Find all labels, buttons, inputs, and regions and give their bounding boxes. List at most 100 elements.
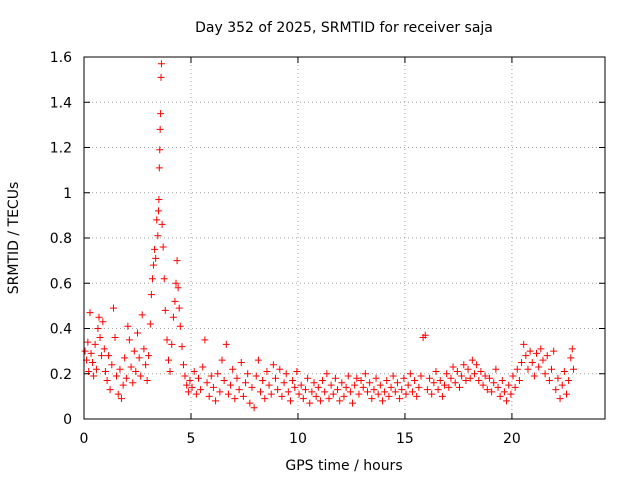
data-point (197, 386, 205, 394)
data-point (175, 304, 183, 312)
data-point (282, 370, 290, 378)
data-point (172, 279, 180, 287)
data-point (312, 392, 320, 400)
data-point (286, 397, 294, 405)
data-point (297, 381, 305, 389)
data-point (413, 392, 421, 400)
data-point (183, 381, 191, 389)
data-point (111, 334, 119, 342)
data-point (483, 386, 491, 394)
data-point (269, 361, 277, 369)
data-point (398, 386, 406, 394)
data-point (103, 377, 111, 385)
data-point (113, 372, 121, 380)
data-point (479, 381, 487, 389)
data-point (274, 386, 282, 394)
data-point (389, 372, 397, 380)
data-point (466, 374, 474, 382)
data-point (310, 379, 318, 387)
data-point (173, 257, 181, 265)
data-point (207, 372, 215, 380)
data-point (520, 340, 528, 348)
data-point (163, 336, 171, 344)
data-point (121, 354, 129, 362)
data-point (378, 397, 386, 405)
data-point (147, 291, 155, 299)
data-point (485, 374, 493, 382)
data-point (306, 399, 314, 407)
data-point (220, 377, 228, 385)
data-point (548, 365, 556, 373)
data-point (528, 358, 536, 366)
data-point (331, 374, 339, 382)
data-point (179, 361, 187, 369)
y-tick-label: 0.8 (50, 231, 72, 247)
data-point (374, 390, 382, 398)
data-point (565, 377, 573, 385)
x-tick-label: 10 (289, 431, 307, 447)
data-point (316, 397, 324, 405)
data-point (117, 395, 125, 403)
data-point (441, 381, 449, 389)
data-point (325, 395, 333, 403)
data-point (271, 374, 279, 382)
data-point (90, 372, 98, 380)
data-point (168, 340, 176, 348)
data-point (81, 347, 89, 355)
y-tick-label: 0.4 (50, 322, 72, 338)
data-point (434, 386, 442, 394)
y-tick-label: 0.2 (50, 367, 72, 383)
y-tick-label: 1.4 (50, 95, 72, 111)
data-point (396, 395, 404, 403)
axis-ticks: 0 0.2 0.4 0.6 0.8 1 1.2 1.4 1.6 0 5 10 15 20 (50, 50, 605, 447)
data-point (453, 367, 461, 375)
data-point (511, 383, 519, 391)
data-point (135, 354, 143, 362)
y-tick-label: 0.6 (50, 276, 72, 292)
data-point (393, 379, 401, 387)
data-point (477, 367, 485, 375)
data-point (201, 336, 209, 344)
data-point (537, 345, 545, 353)
data-point (178, 343, 186, 351)
data-point (158, 220, 166, 228)
data-point (417, 372, 425, 380)
data-point (366, 379, 374, 387)
data-point (355, 390, 363, 398)
y-tick-label: 1.6 (50, 50, 72, 66)
data-point (146, 320, 154, 328)
data-point (430, 379, 438, 387)
data-point (351, 381, 359, 389)
data-point (458, 372, 466, 380)
data-point (329, 390, 337, 398)
data-point (137, 372, 145, 380)
data-point (157, 110, 165, 118)
data-point (445, 383, 453, 391)
x-tick-label: 5 (187, 431, 196, 447)
data-point (299, 395, 307, 403)
data-point (494, 383, 502, 391)
data-point (475, 377, 483, 385)
data-point (224, 390, 232, 398)
data-point (110, 304, 118, 312)
data-point (140, 345, 148, 353)
data-point (361, 370, 369, 378)
data-point (138, 311, 146, 319)
data-point (132, 367, 140, 375)
data-point (133, 329, 141, 337)
data-point (98, 352, 106, 360)
data-point (443, 370, 451, 378)
data-point (152, 254, 160, 262)
data-point (154, 232, 162, 240)
data-point (432, 367, 440, 375)
data-point (171, 297, 179, 305)
data-point (530, 372, 538, 380)
data-point (554, 374, 562, 382)
data-point (524, 365, 532, 373)
data-point (556, 395, 564, 403)
data-point (92, 365, 100, 373)
data-point (539, 356, 547, 364)
data-point (157, 73, 165, 81)
